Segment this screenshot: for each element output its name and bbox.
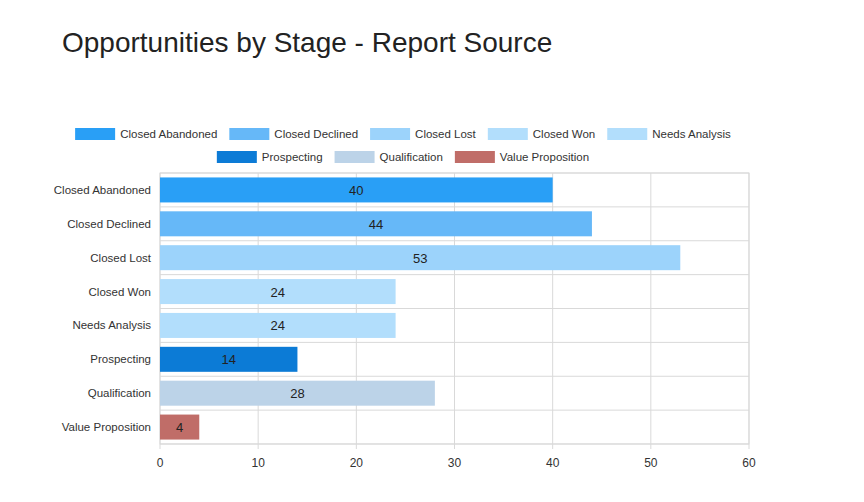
bar [160,279,396,304]
legend-item: Closed Lost [370,128,477,140]
category-label: Needs Analysis [72,319,151,331]
category-label: Closed Lost [90,252,152,264]
legend-label: Closed Declined [274,128,358,140]
legend-label: Qualification [380,151,443,163]
legend-label: Needs Analysis [652,128,731,140]
legend-label: Prospecting [262,151,323,163]
category-label: Value Proposition [62,421,151,433]
tick-mark [749,444,750,449]
tick-mark [258,444,259,449]
plot-frame [160,173,749,444]
legend-swatch [370,128,410,140]
tick-mark [454,444,455,449]
bars [160,177,680,439]
y-axis: Closed Abandoned Closed Declined Closed Lo… [54,184,152,433]
tick-label: 10 [251,456,265,470]
legend-item: Value Proposition [455,151,589,163]
tick-mark [552,444,553,449]
legend-label: Value Proposition [500,151,589,163]
legend-item: Needs Analysis [607,128,731,140]
category-label: Closed Declined [67,218,151,230]
data-label: 14 [221,352,235,367]
chart-root: Opportunities by Stage - Report Source Cl… [0,0,864,502]
data-label: 4 [176,420,183,435]
data-label: 40 [349,183,363,198]
bar [160,211,592,236]
bar [160,245,680,270]
category-label: Qualification [88,387,151,399]
tick-label: 50 [644,456,658,470]
category-label: Closed Abandoned [54,184,151,196]
bar [160,313,396,338]
category-label: Closed Won [89,286,151,298]
bar [160,347,297,372]
legend-label: Closed Lost [415,128,477,140]
chart-svg: Opportunities by Stage - Report Source Cl… [0,0,864,502]
tick-mark [356,444,357,449]
tick-label: 30 [448,456,462,470]
data-label: 24 [271,285,285,300]
grid-line [650,173,651,444]
bar [160,177,553,202]
legend-item: Closed Won [488,128,595,140]
bar [160,381,435,406]
data-label: 28 [290,386,304,401]
data-label: 53 [413,251,427,266]
tick-mark [160,444,161,449]
data-label: 44 [369,217,383,232]
tick-label: 0 [157,456,164,470]
chart-title: Opportunities by Stage - Report Source [62,27,552,58]
legend-item: Qualification [335,151,443,163]
grid [160,173,749,444]
legend-item: Closed Abandoned [75,128,217,140]
legend-swatch [217,151,257,163]
legend-swatch [607,128,647,140]
tick-label: 40 [546,456,560,470]
legend-swatch [455,151,495,163]
legend: Closed Abandoned Closed Declined Closed Lo… [75,128,731,163]
tick-label: 60 [742,456,756,470]
legend-item: Closed Declined [229,128,358,140]
data-label: 24 [271,318,285,333]
data-labels: 40 44 53 24 24 14 28 4 [176,183,427,435]
x-axis: 0 10 20 30 40 50 60 [157,444,756,470]
legend-swatch [229,128,269,140]
legend-swatch [75,128,115,140]
bar [160,415,199,440]
tick-mark [650,444,651,449]
category-label: Prospecting [90,353,151,365]
legend-swatch [488,128,528,140]
legend-label: Closed Abandoned [120,128,217,140]
legend-item: Prospecting [217,151,323,163]
legend-label: Closed Won [533,128,595,140]
tick-label: 20 [350,456,364,470]
legend-swatch [335,151,375,163]
